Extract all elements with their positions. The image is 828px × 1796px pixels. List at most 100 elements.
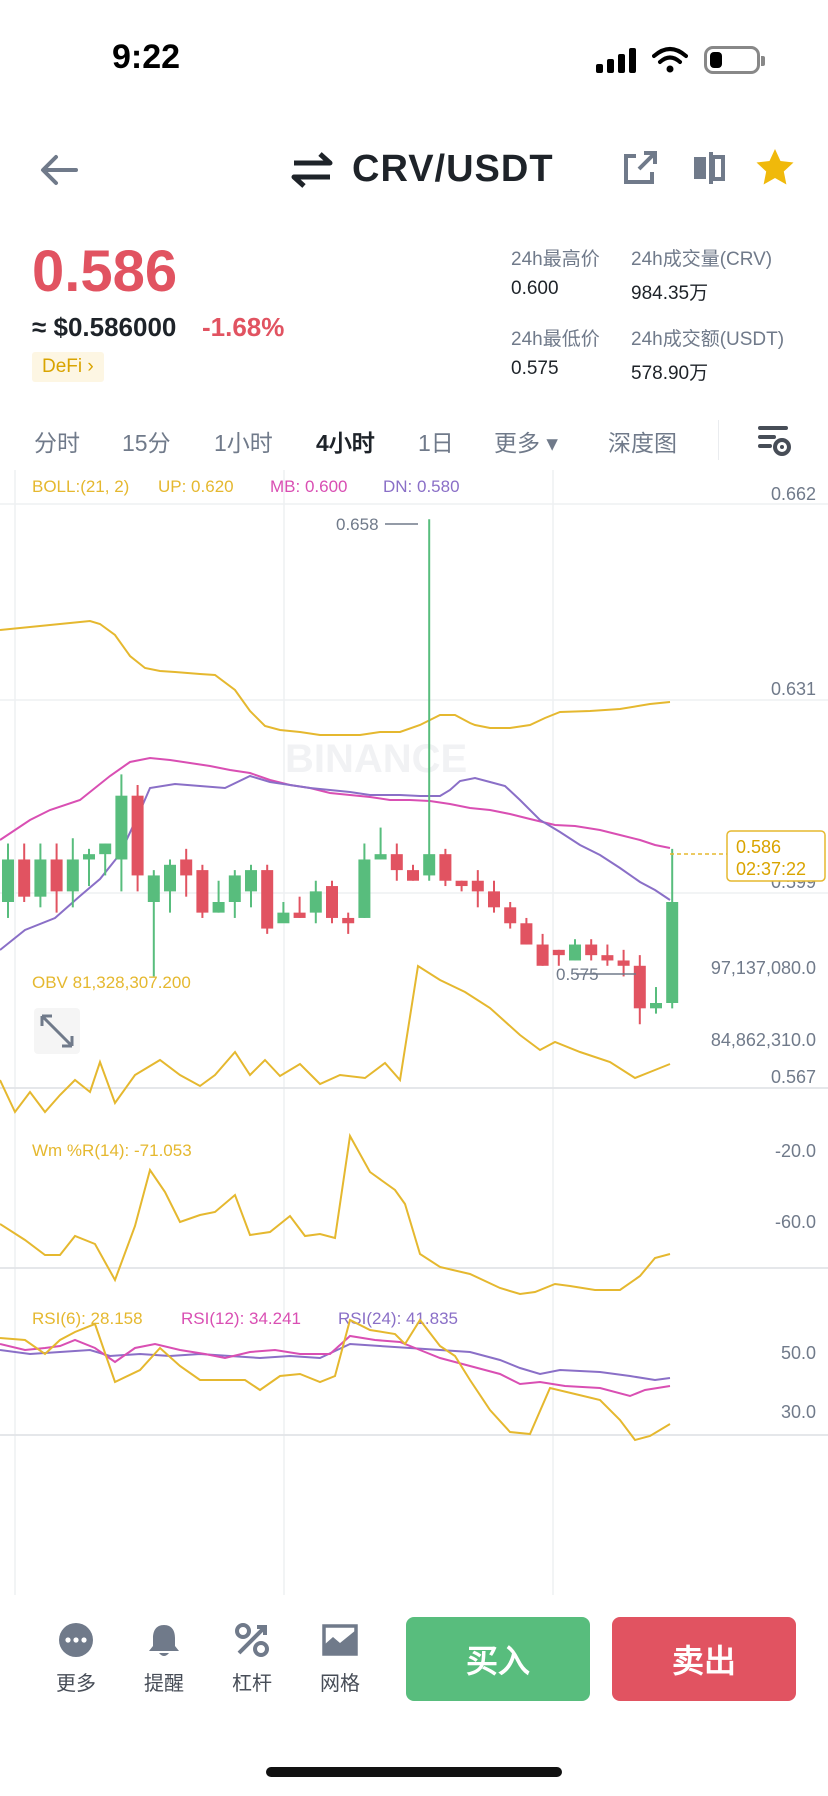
more-tool-button[interactable]: 更多 — [41, 1621, 111, 1696]
tab-more[interactable]: 更多 ▾ — [494, 430, 558, 456]
candle-body — [326, 886, 338, 918]
candle-body — [471, 880, 484, 892]
high-value: 0.600 — [511, 278, 559, 299]
candle-body — [455, 880, 468, 887]
low-value: 0.575 — [511, 358, 559, 379]
candle-body — [407, 870, 419, 881]
volume-base-value: 984.35万 — [631, 283, 709, 304]
status-icons — [596, 44, 765, 76]
current-price-box — [726, 830, 826, 882]
candle-body — [520, 923, 533, 945]
watermark-text: BINANCE — [285, 737, 467, 781]
grid-tool-button[interactable]: 网格 — [305, 1621, 375, 1696]
home-indicator — [266, 1767, 562, 1777]
tab-depth[interactable]: 深度图 — [608, 430, 677, 456]
candle-body — [569, 944, 581, 961]
low-marker-label: 0.575 — [556, 965, 599, 984]
margin-tool-label: 杠杆 — [232, 1673, 272, 1695]
alert-tool-button[interactable]: 提醒 — [129, 1621, 199, 1696]
candle-body — [18, 859, 31, 897]
wmr-axis-label: -20.0 — [775, 1141, 816, 1161]
candle-body — [34, 859, 47, 897]
alert-tool-label: 提醒 — [144, 1673, 184, 1695]
percent-icon — [235, 1623, 269, 1657]
wmr-label: Wm %R(14): -71.053 — [32, 1141, 192, 1160]
sell-button[interactable]: 卖出 — [612, 1617, 796, 1701]
current-price-label: 0.586 — [736, 837, 781, 857]
candle-body — [358, 859, 371, 918]
usd-price: ≈ $0.586000 — [32, 312, 177, 342]
chart-grid — [0, 470, 828, 1595]
candle-body — [342, 917, 355, 924]
candlestick-chart[interactable]: BINANCE BOLL:(21, 2) UP: 0.620 MB: 0.600… — [0, 470, 828, 1595]
candle-body — [2, 859, 14, 902]
wmr-axis-label: -60.0 — [775, 1212, 816, 1232]
tab-4h[interactable]: 4小时 — [316, 430, 375, 456]
boll-upper-line — [0, 619, 671, 736]
status-time: 9:22 — [112, 38, 181, 76]
more-icon — [59, 1623, 93, 1657]
candle-body — [99, 843, 112, 855]
wifi-icon — [652, 47, 688, 73]
volume-quote-value: 578.90万 — [631, 363, 709, 384]
candle-body — [536, 944, 549, 966]
pair-title[interactable]: CRV/USDT — [352, 148, 554, 190]
obv-axis-label: 97,137,080.0 — [711, 958, 816, 978]
candle-body — [390, 854, 403, 871]
high-marker-label: 0.658 — [336, 515, 379, 534]
candle-body — [131, 795, 144, 876]
tab-divider — [718, 420, 719, 460]
countdown-label: 02:37:22 — [736, 859, 806, 879]
obv-axis-label: 84,862,310.0 — [711, 1030, 816, 1050]
defi-tag[interactable]: DeFi › — [32, 352, 104, 382]
candle-body — [552, 949, 565, 956]
candle-body — [504, 907, 517, 924]
compare-icon[interactable] — [688, 148, 728, 188]
favorite-star-icon[interactable] — [754, 146, 796, 188]
share-icon[interactable] — [620, 148, 660, 188]
bottom-action-bar: 更多 提醒 杠杆 网格 买入 卖出 — [0, 1595, 828, 1796]
price-axis-label: 0.631 — [771, 679, 816, 699]
candle-body — [423, 854, 436, 876]
candle-body — [439, 854, 452, 881]
candle-body — [115, 795, 128, 860]
price-axis-label: 0.662 — [771, 484, 816, 504]
volume-quote-label: 24h成交额(USDT) — [631, 329, 785, 350]
rsi6-line — [0, 1318, 671, 1442]
obv-line — [0, 964, 671, 1114]
price-axis-label: 0.567 — [771, 1067, 816, 1087]
candle-body — [293, 912, 306, 918]
grid-chart-icon — [322, 1624, 358, 1656]
boll-up-value: UP: 0.620 — [158, 477, 234, 496]
candle-body — [147, 875, 160, 902]
chart-settings-icon[interactable] — [756, 422, 792, 458]
boll-middle-line — [0, 756, 671, 849]
candle-body — [261, 870, 274, 929]
rsi24-label: RSI(24): 41.835 — [338, 1309, 458, 1328]
tab-1d[interactable]: 1日 — [418, 430, 454, 456]
tab-1h[interactable]: 1小时 — [214, 430, 273, 456]
header: CRV/USDT — [0, 130, 828, 210]
obv-label: OBV 81,328,307.200 — [32, 973, 191, 992]
candle-body — [601, 955, 614, 961]
last-price: 0.586 — [32, 239, 178, 304]
swap-pair-icon[interactable] — [290, 150, 334, 190]
rsi12-label: RSI(12): 34.241 — [181, 1309, 301, 1328]
volume-base-label: 24h成交量(CRV) — [631, 249, 773, 270]
grid-tool-label: 网格 — [320, 1673, 360, 1695]
candle-body — [585, 944, 598, 956]
rsi-axis-label: 50.0 — [781, 1343, 816, 1363]
tab-15m[interactable]: 15分 — [122, 430, 171, 456]
tab-time-share[interactable]: 分时 — [34, 430, 80, 456]
back-arrow-icon[interactable] — [36, 148, 80, 192]
candle-body — [164, 864, 176, 892]
wmr-line — [0, 1132, 671, 1296]
rsi24-line — [0, 1342, 671, 1382]
bell-icon — [149, 1625, 179, 1656]
buy-button[interactable]: 买入 — [406, 1617, 590, 1701]
rsi-axis-label: 30.0 — [781, 1402, 816, 1422]
margin-tool-button[interactable]: 杠杆 — [217, 1621, 287, 1696]
candle-body — [650, 1003, 662, 1009]
candle-body — [374, 854, 387, 860]
expand-icon[interactable] — [34, 1008, 80, 1054]
